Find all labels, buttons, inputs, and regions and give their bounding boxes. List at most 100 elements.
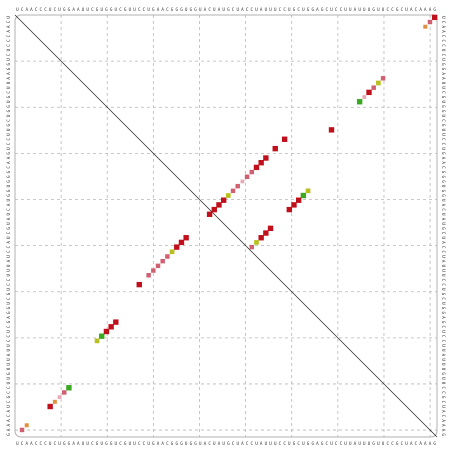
sequence-letter: G	[6, 311, 11, 314]
sequence-letter: G	[396, 7, 399, 12]
sequence-letter: C	[6, 208, 11, 211]
sequence-letter: G	[321, 441, 324, 446]
sequence-letter: C	[166, 7, 169, 12]
base-pair-dot	[24, 423, 29, 428]
sequence-letter: A	[6, 161, 11, 164]
sequence-letter: G	[441, 171, 446, 174]
sequence-letter: C	[415, 7, 418, 12]
sequence-letter: C	[232, 7, 235, 12]
sequence-letter: C	[415, 441, 418, 446]
sequence-letter: C	[441, 401, 446, 404]
sequence-letter: C	[297, 7, 300, 12]
sequence-letter: C	[44, 441, 47, 446]
sequence-letter: A	[6, 25, 11, 28]
sequence-letter: A	[441, 354, 446, 357]
sequence-letter: C	[441, 335, 446, 338]
base-pair-dot	[244, 174, 250, 179]
sequence-letter: A	[241, 7, 244, 12]
sequence-letter: C	[91, 7, 94, 12]
sequence-letter: A	[316, 441, 319, 446]
sequence-letter: U	[441, 368, 446, 371]
sequence-letter: C	[441, 35, 446, 38]
sequence-letter: C	[6, 20, 11, 23]
sequence-letter: C	[441, 119, 446, 122]
sequence-letter: G	[441, 307, 446, 310]
base-pair-dot	[376, 80, 381, 86]
sequence-letter: G	[441, 433, 446, 436]
sequence-letter: U	[441, 82, 446, 85]
sequence-letter: C	[6, 339, 11, 342]
sequence-letter: A	[6, 72, 11, 75]
sequence-letter: U	[265, 441, 268, 446]
sequence-letter: G	[441, 105, 446, 108]
base-pair-dot	[206, 211, 213, 217]
sequence-letter: C	[6, 166, 11, 169]
base-pair-dot	[183, 235, 189, 241]
sequence-letter: C	[401, 441, 404, 446]
sequence-letter: U	[6, 236, 11, 239]
sequence-letter: A	[441, 72, 446, 75]
sequence-letter: U	[269, 441, 272, 446]
base-pair-dot	[155, 263, 161, 269]
sequence-letter: C	[251, 7, 254, 12]
sequence-letter: U	[441, 382, 446, 385]
sequence-letter: U	[115, 441, 118, 446]
sequence-letter: G	[227, 7, 230, 12]
sequence-letter: A	[260, 7, 263, 12]
sequence-letter: U	[377, 7, 380, 12]
sequence-letter: G	[6, 123, 11, 126]
sequence-letter: C	[143, 441, 146, 446]
sequence-letter: C	[441, 40, 446, 43]
sequence-letter: A	[6, 409, 11, 412]
sequence-letter: U	[6, 184, 11, 187]
sequence-letter: C	[6, 138, 11, 141]
sequence-letter: U	[49, 441, 52, 446]
sequence-letter: C	[6, 334, 11, 337]
sequence-letter: G	[152, 7, 155, 12]
sequence-letter: U	[185, 7, 188, 12]
base-pair-dot	[160, 258, 165, 264]
sequence-letter: U	[441, 147, 446, 150]
sequence-letter: U	[302, 441, 305, 446]
sequence-letter: G	[6, 227, 11, 230]
base-pair-dot	[62, 390, 67, 395]
sequence-letter: C	[91, 441, 94, 446]
sequence-letter: U	[16, 441, 19, 446]
sequence-letter: C	[326, 7, 329, 12]
sequence-letter: G	[293, 441, 296, 446]
base-pair-dot	[263, 230, 269, 236]
sequence-letter: A	[410, 441, 413, 446]
sequence-letter: A	[260, 441, 263, 446]
sequence-letter: C	[40, 7, 43, 12]
sequence-letter: C	[246, 7, 249, 12]
base-pair-dot	[249, 169, 255, 175]
sequence-letter: A	[157, 7, 160, 12]
sequence-letter: A	[204, 7, 207, 12]
sequence-letter: A	[429, 7, 432, 12]
sequence-letter: U	[6, 147, 11, 150]
sequence-letter: A	[424, 441, 427, 446]
sequence-letter: U	[6, 344, 11, 347]
sequence-letter: C	[441, 283, 446, 286]
base-pair-dot	[220, 197, 227, 203]
sequence-letter: G	[433, 441, 436, 446]
sequence-letter: A	[25, 441, 28, 446]
sequence-letter: A	[441, 316, 446, 319]
base-pair-dot	[151, 268, 156, 273]
sequence-letter: G	[152, 441, 155, 446]
sequence-letter: G	[441, 96, 446, 99]
sequence-letter: U	[441, 274, 446, 277]
sequence-letter: A	[354, 441, 357, 446]
base-pair-dot	[300, 192, 307, 199]
sequence-letter: U	[129, 7, 132, 12]
base-pair-dot	[178, 239, 185, 246]
base-pair-dot	[380, 76, 386, 81]
sequence-letter: C	[6, 414, 11, 417]
sequence-letter: C	[166, 441, 169, 446]
sequence-letter: G	[441, 190, 446, 193]
base-pair-dot	[281, 136, 288, 142]
sequence-letter: U	[133, 7, 136, 12]
sequence-letter: C	[340, 7, 343, 12]
sequence-letter: U	[377, 441, 380, 446]
